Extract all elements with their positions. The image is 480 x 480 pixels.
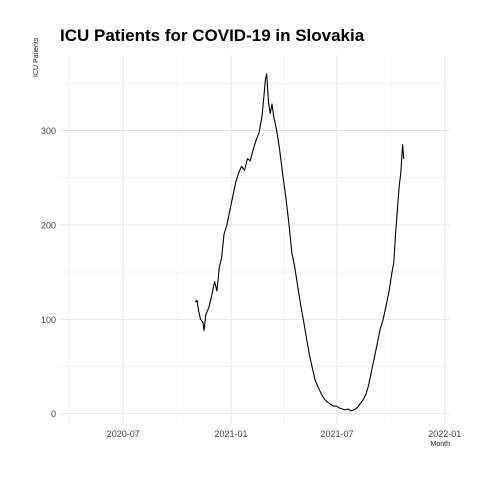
minor-gridlines: [60, 55, 450, 425]
x-tick-label: 2021-07: [320, 429, 353, 439]
y-tick-label: 100: [41, 315, 56, 325]
x-tick-label: 2022-01: [428, 429, 461, 439]
x-tick-labels: 2020-07 2021-01 2021-07 2022-01: [107, 429, 462, 439]
major-gridlines: [60, 55, 450, 425]
x-tick-label: 2020-07: [107, 429, 140, 439]
series-line-icu-patients: [194, 73, 405, 412]
y-tick-label: 200: [41, 220, 56, 230]
y-tick-labels: 0 100 200 300: [41, 126, 56, 419]
chart-title: ICU Patients for COVID-19 in Slovakia: [60, 26, 365, 45]
x-axis-label: Month: [430, 441, 450, 448]
y-tick-label: 0: [51, 409, 56, 419]
x-tick-label: 2021-01: [214, 429, 247, 439]
y-tick-label: 300: [41, 126, 56, 136]
